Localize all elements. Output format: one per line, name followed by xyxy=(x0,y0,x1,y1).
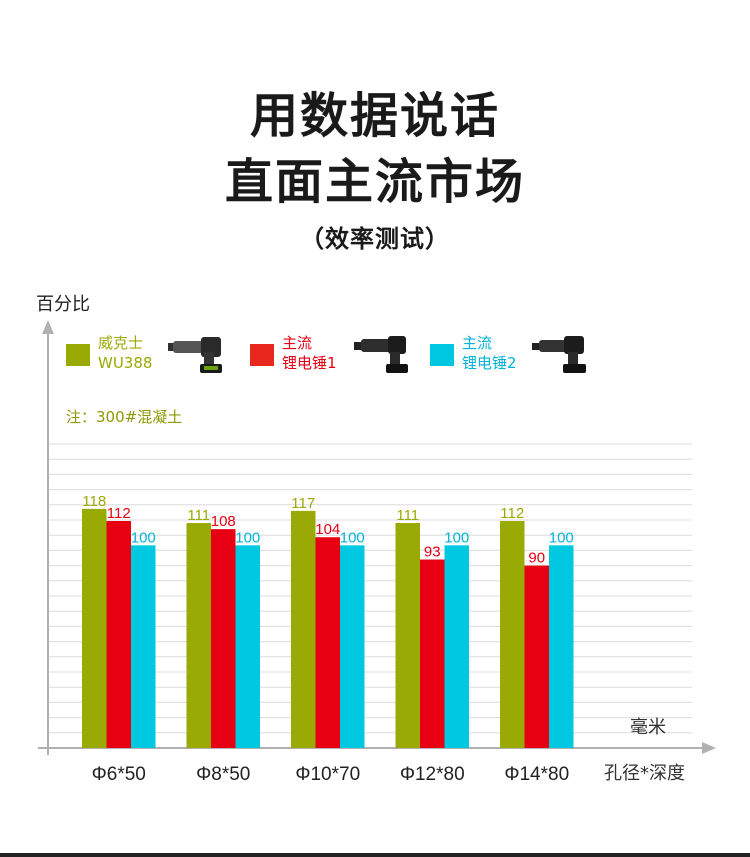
bar xyxy=(315,537,340,748)
data-label: 112 xyxy=(107,505,131,522)
data-label: 90 xyxy=(528,550,545,567)
bar xyxy=(340,545,365,748)
bar xyxy=(186,523,211,748)
bar xyxy=(420,559,445,748)
data-label: 117 xyxy=(291,495,315,512)
bar xyxy=(549,545,574,748)
bar xyxy=(131,545,156,748)
bar xyxy=(82,508,107,748)
data-label: 100 xyxy=(340,529,365,546)
page-subtitle: （效率测试） xyxy=(300,225,450,253)
x-axis-unit: 毫米 xyxy=(630,717,666,738)
legend-swatch-cyan xyxy=(430,344,454,366)
legend-swatch-green xyxy=(66,344,90,366)
legend-label-line2: WU388 xyxy=(98,354,153,372)
data-label: 111 xyxy=(396,507,419,524)
bar xyxy=(106,521,131,748)
page-title-line-1: 用数据说话 xyxy=(249,88,500,144)
legend-swatch-red xyxy=(250,344,274,366)
bar xyxy=(211,529,236,748)
green-hammer-drill-icon xyxy=(168,337,222,373)
data-label: 100 xyxy=(131,529,156,546)
legend-label-line1: 主流 xyxy=(462,334,493,352)
legend-label-line1: 威克士 xyxy=(98,334,144,352)
chart-tick-labels: Φ6*50 Φ8*50 Φ10*70 Φ12*80 Φ14*80 xyxy=(92,764,570,785)
bar xyxy=(524,565,549,748)
data-label: 100 xyxy=(549,529,574,546)
x-tick-label: Φ6*50 xyxy=(92,764,146,785)
legend-label-line2: 锂电锤1 xyxy=(282,354,337,372)
bottom-divider xyxy=(0,853,750,857)
x-tick-label: Φ10*70 xyxy=(295,764,360,785)
x-tick-label: Φ8*50 xyxy=(196,764,250,785)
black-hammer-drill-icon xyxy=(354,336,408,373)
bar xyxy=(500,521,525,748)
data-label: 111 xyxy=(187,507,210,524)
y-axis-label: 百分比 xyxy=(36,294,90,315)
data-label: 100 xyxy=(235,529,260,546)
data-label: 108 xyxy=(211,513,236,530)
page-title-line-2: 直面主流市场 xyxy=(224,154,525,210)
x-tick-label: Φ12*80 xyxy=(400,764,465,785)
y-axis-arrow xyxy=(42,320,54,334)
legend-label-line1: 主流 xyxy=(282,334,313,352)
bar xyxy=(395,523,420,748)
bar xyxy=(444,545,469,748)
chart-bars xyxy=(82,508,574,748)
data-label: 104 xyxy=(315,521,340,538)
data-label: 93 xyxy=(424,544,441,561)
data-label: 118 xyxy=(82,493,106,510)
legend-label-line2: 锂电锤2 xyxy=(462,354,517,372)
data-label: 112 xyxy=(500,505,524,522)
x-tick-label: Φ14*80 xyxy=(504,764,569,785)
x-axis-label: 孔径*深度 xyxy=(604,763,685,784)
chart-note: 注：300#混凝土 xyxy=(66,408,183,426)
bar xyxy=(291,510,316,748)
black-hammer-drill-icon xyxy=(532,336,586,373)
bar xyxy=(235,545,260,748)
data-label: 100 xyxy=(444,529,469,546)
x-axis-arrow xyxy=(702,742,716,754)
